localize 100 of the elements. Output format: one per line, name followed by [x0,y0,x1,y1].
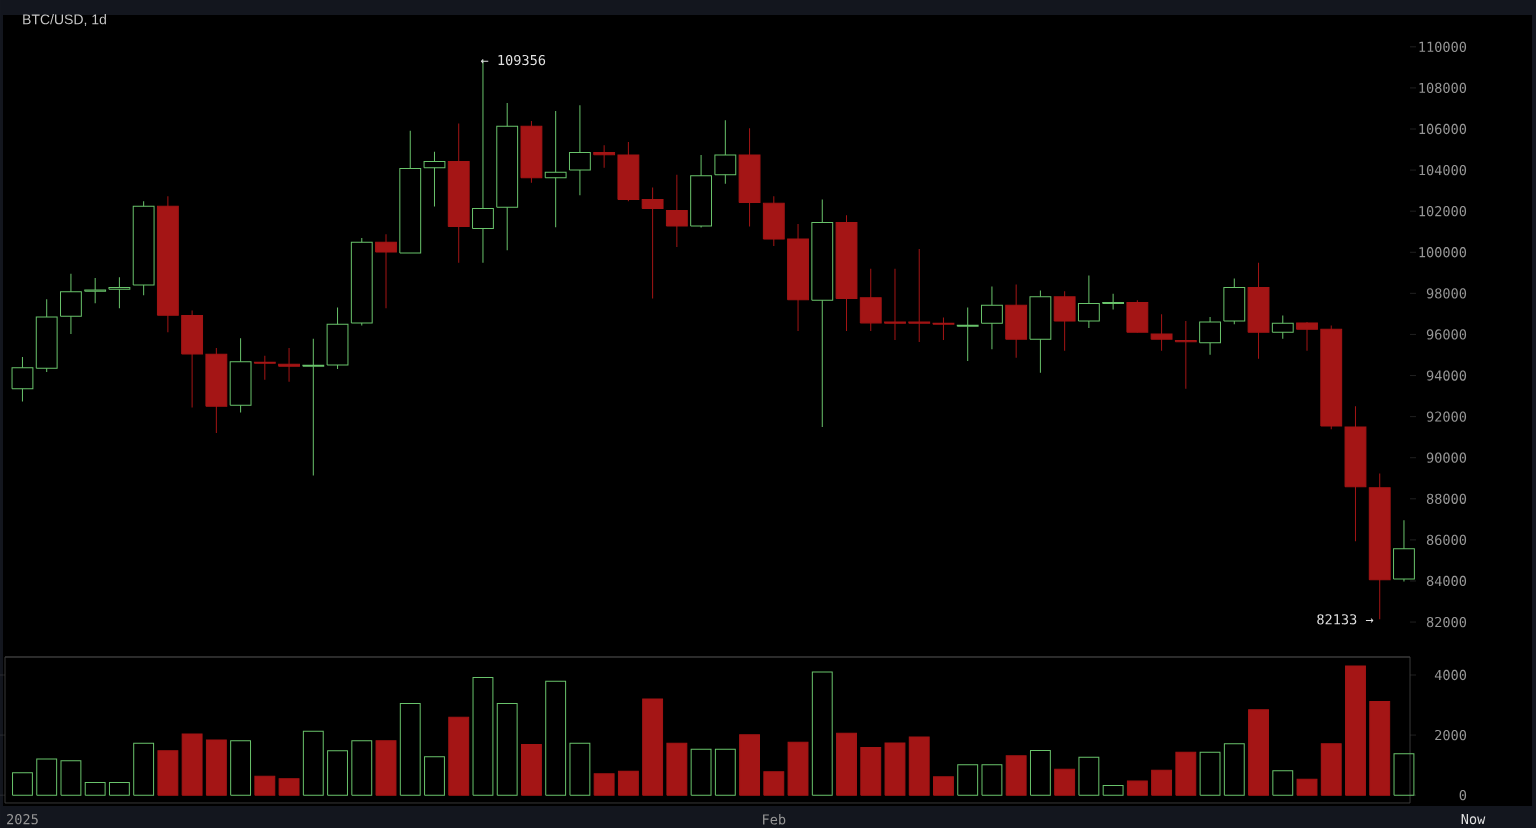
bar [424,756,445,796]
bar [666,742,688,796]
y-tick-label: 108000 [1419,82,1467,94]
bar [351,740,373,796]
bar [1369,700,1391,796]
bar [496,703,518,796]
bar [399,703,421,796]
bar [205,739,227,796]
bar [1296,778,1318,796]
bar [981,764,1003,796]
bar [860,746,882,796]
candlestick [229,337,252,414]
candlestick [690,154,713,229]
y-tick-label: 82000 [1426,616,1467,628]
y-tick-label: 110000 [1419,41,1467,52]
candlestick [1199,316,1221,356]
candlestick [956,307,979,362]
y-tick-label: 2000 [1435,729,1467,741]
candlestick [11,356,34,402]
candlestick [568,104,591,196]
bar [593,773,615,796]
y-tick-label: 90000 [1426,452,1467,463]
bar [448,716,470,796]
candlestick [108,276,131,309]
bar [254,775,276,796]
candlestick [884,268,906,341]
candlestick [714,119,737,185]
bar [1223,743,1245,796]
bar [1126,780,1148,796]
bar [1320,743,1342,796]
bar [545,680,567,796]
y-tick-label: 96000 [1426,329,1467,340]
text: Now [1461,814,1486,825]
candlestick [544,110,567,228]
y-tick-label: 84000 [1426,575,1467,587]
candlestick [60,273,82,335]
candlestick [84,277,107,304]
bar [787,741,809,796]
annotation: 82133 → [1317,614,1374,625]
candlestick [253,355,276,381]
bar [933,776,954,796]
candlestick [1296,321,1318,352]
bar [1393,753,1415,796]
bar [569,742,591,796]
candlestick [981,286,1003,350]
bar [327,750,348,796]
candlestick [132,200,155,296]
y-tick-label: 102000 [1419,206,1467,217]
bar [1272,770,1294,796]
candlestick [423,151,446,207]
bar [1345,665,1366,796]
y-tick-label: 94000 [1426,370,1467,381]
bar [12,772,33,796]
candlestick [665,174,688,248]
bar [1054,768,1076,796]
bar [181,733,203,796]
bar [302,730,324,796]
candlestick [278,347,300,383]
bar [60,760,82,796]
y-tick-label: 106000 [1419,123,1467,135]
candlestick [1174,320,1197,390]
bar [1151,769,1173,796]
candlestick [1102,293,1125,311]
y-tick-label: 4000 [1434,669,1467,681]
x-tick-label: 2025 [7,814,38,825]
bar [84,782,106,796]
candlestick [593,144,616,169]
bar [36,758,58,796]
bar [1078,756,1100,796]
bar [836,732,857,796]
bar [1029,749,1051,796]
bar [521,743,542,796]
bar [690,748,712,796]
bar [472,676,494,796]
y-tick-label: 92000 [1426,411,1467,422]
candlestick [811,198,834,428]
candlestick [1077,274,1100,329]
bar [739,734,760,796]
bar [108,782,130,796]
bar [1102,785,1124,796]
bar [1005,755,1027,796]
candlestick [1150,313,1173,352]
candlestick [375,233,397,309]
y-tick-label: 104000 [1419,164,1467,176]
bar [714,748,736,796]
chart-title: BTC/USD, 1d [23,14,106,26]
y-tick-label: 88000 [1426,493,1467,504]
candlestick [472,59,494,264]
candlestick [399,130,422,254]
y-tick-label: 86000 [1426,534,1467,546]
bar [133,742,155,796]
candlestick [641,187,664,299]
candlestick [932,316,955,341]
candlestick [496,102,519,251]
bar [230,740,252,796]
annotation: ← 109356 [480,54,546,66]
y-tick-label: 98000 [1426,288,1467,299]
bar [1248,709,1269,796]
bar [811,671,833,796]
y-tick-label: 0 [1459,790,1467,801]
